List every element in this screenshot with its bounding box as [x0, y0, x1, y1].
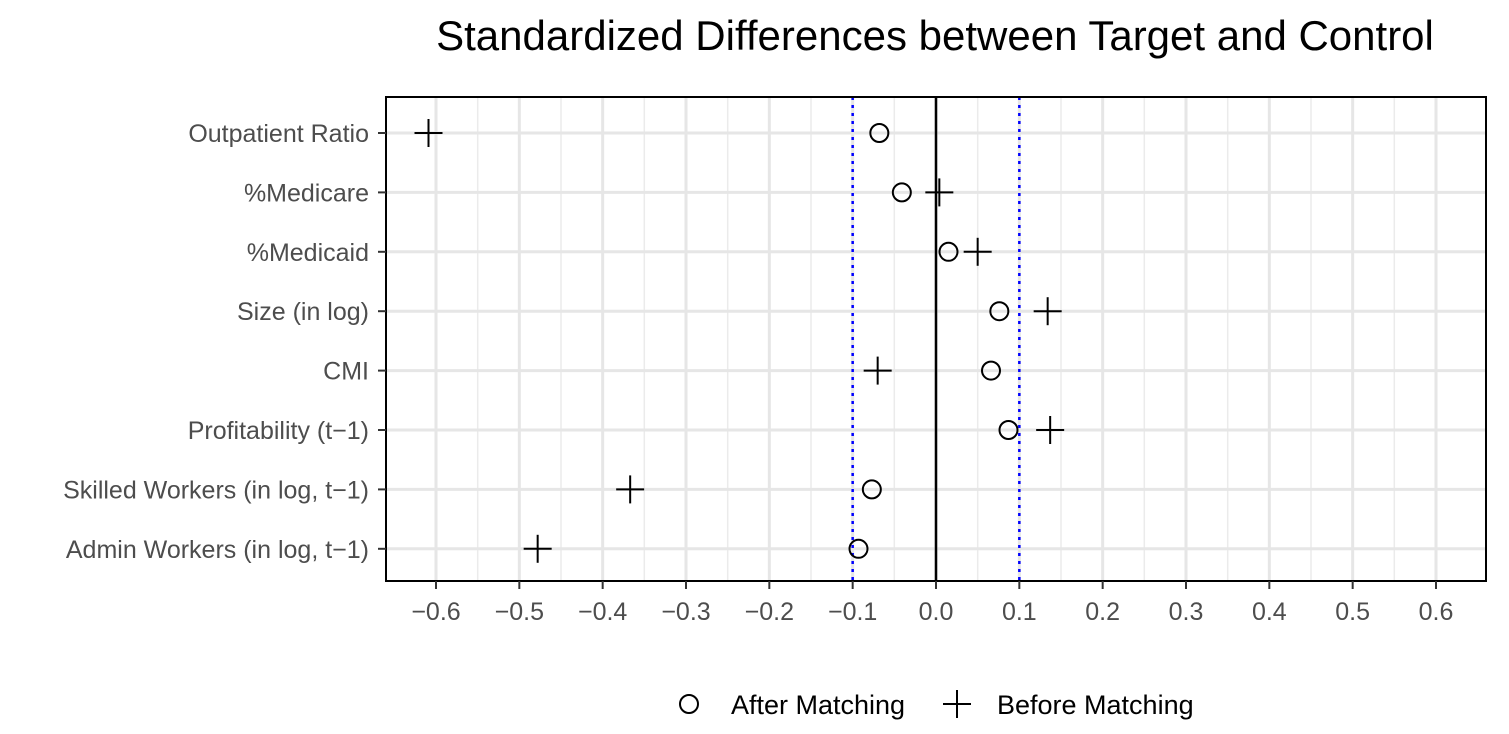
point-before-matching [616, 475, 645, 504]
y-tick-label: %Medicaid [247, 239, 369, 267]
x-tick-label: −0.3 [661, 598, 710, 626]
point-after-matching [848, 538, 869, 559]
x-tick-label: 0.2 [1085, 598, 1120, 626]
x-tick-label: 0.0 [919, 598, 954, 626]
legend-marker-after-matching [679, 694, 699, 714]
point-before-matching [414, 119, 443, 147]
x-tick-label: −0.2 [745, 598, 794, 626]
legend-label-before-matching: Before Matching [997, 690, 1194, 720]
x-tick-label: 0.1 [1002, 598, 1037, 626]
x-tick-label: 0.3 [1169, 598, 1204, 626]
data-points [414, 119, 1065, 563]
x-tick-label: 0.5 [1335, 598, 1370, 626]
chart-title: Standardized Differences between Target … [436, 12, 1434, 59]
point-after-matching [998, 420, 1019, 440]
y-tick-label: Profitability (t−1) [188, 417, 369, 445]
y-tick-label: Outpatient Ratio [188, 120, 369, 148]
y-tick-label: %Medicare [244, 179, 369, 207]
x-axis: −0.6 −0.5 −0.4 −0.3 −0.2 −0.1 0.0 0.1 0.2 0.3 0.4 0… [411, 581, 1453, 626]
x-tick-label: −0.1 [828, 598, 877, 626]
reference-lines [851, 97, 1021, 581]
x-tick-label: 0.6 [1419, 598, 1454, 626]
x-tick-label: 0.4 [1252, 598, 1287, 626]
point-before-matching [925, 178, 954, 207]
point-before-matching [1036, 416, 1065, 444]
x-tick-label: −0.4 [578, 598, 627, 626]
point-before-matching [863, 356, 892, 385]
point-after-matching [981, 360, 1001, 381]
point-before-matching [963, 237, 992, 266]
point-before-matching [1033, 297, 1062, 326]
point-before-matching [523, 534, 552, 563]
point-after-matching [938, 241, 959, 262]
x-tick-label: −0.6 [411, 598, 460, 626]
point-after-matching [861, 479, 882, 500]
point-after-matching [891, 182, 912, 203]
legend: After Matching Before Matching [679, 690, 1194, 720]
x-tick-label: −0.5 [495, 598, 544, 626]
y-tick-label: Skilled Workers (in log, t−1) [63, 476, 369, 504]
point-after-matching [869, 123, 890, 143]
y-tick-label: CMI [323, 358, 369, 386]
legend-label-after-matching: After Matching [731, 690, 905, 720]
y-axis: Outpatient Ratio %Medicare %Medicaid Size (… [63, 120, 386, 564]
y-tick-label: Admin Workers (in log, t−1) [66, 536, 369, 564]
y-tick-label: Size (in log) [237, 298, 369, 326]
point-after-matching [989, 301, 1010, 322]
